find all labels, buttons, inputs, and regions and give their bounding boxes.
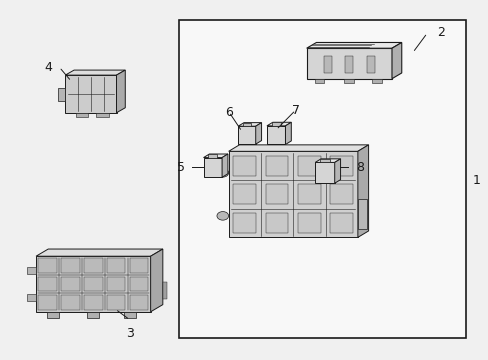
Polygon shape: [65, 70, 125, 75]
Bar: [47, 312, 59, 318]
Bar: [130, 276, 148, 291]
Text: 8: 8: [355, 161, 363, 174]
Polygon shape: [150, 249, 163, 312]
Bar: [27, 266, 36, 274]
Bar: [298, 213, 320, 233]
Bar: [371, 79, 381, 83]
Bar: [61, 258, 80, 273]
Bar: [38, 295, 57, 310]
Text: 4: 4: [44, 60, 52, 73]
Bar: [324, 56, 331, 73]
Bar: [298, 184, 320, 204]
Bar: [130, 295, 148, 310]
Bar: [84, 276, 102, 291]
Bar: [59, 88, 65, 102]
Polygon shape: [222, 154, 227, 177]
Polygon shape: [357, 145, 368, 237]
Polygon shape: [36, 256, 150, 312]
Text: 7: 7: [291, 104, 299, 117]
Text: 5: 5: [177, 161, 184, 174]
Bar: [84, 258, 102, 273]
Polygon shape: [203, 154, 227, 158]
Text: 3: 3: [126, 327, 134, 340]
Bar: [265, 156, 288, 176]
Bar: [314, 79, 324, 83]
Bar: [130, 258, 148, 273]
Bar: [87, 312, 99, 318]
Polygon shape: [334, 159, 340, 183]
Bar: [233, 156, 256, 176]
Bar: [38, 276, 57, 291]
Polygon shape: [285, 122, 291, 144]
Polygon shape: [238, 123, 261, 126]
Bar: [96, 113, 109, 117]
Bar: [208, 154, 217, 158]
Polygon shape: [315, 162, 334, 183]
Bar: [265, 184, 288, 204]
Bar: [357, 199, 366, 229]
Polygon shape: [65, 75, 116, 113]
Bar: [107, 276, 125, 291]
Polygon shape: [315, 159, 340, 162]
Bar: [320, 159, 329, 162]
Text: 2: 2: [436, 27, 444, 40]
Polygon shape: [391, 42, 401, 79]
Bar: [242, 123, 251, 126]
Polygon shape: [116, 70, 125, 113]
Polygon shape: [203, 158, 222, 177]
Bar: [298, 156, 320, 176]
Polygon shape: [238, 126, 255, 144]
Polygon shape: [266, 122, 291, 126]
Bar: [107, 258, 125, 273]
Bar: [38, 258, 57, 273]
Bar: [107, 295, 125, 310]
Bar: [61, 276, 80, 291]
Bar: [61, 295, 80, 310]
Bar: [366, 56, 374, 73]
Bar: [330, 184, 352, 204]
Polygon shape: [306, 42, 401, 48]
Bar: [233, 213, 256, 233]
Bar: [330, 213, 352, 233]
Circle shape: [217, 212, 228, 220]
Polygon shape: [306, 48, 391, 79]
Bar: [271, 122, 280, 126]
Text: 1: 1: [472, 174, 480, 186]
Bar: [178, 21, 466, 338]
Bar: [344, 79, 353, 83]
Bar: [27, 294, 36, 301]
Bar: [163, 282, 166, 299]
Bar: [75, 113, 88, 117]
Polygon shape: [228, 151, 357, 237]
Bar: [233, 184, 256, 204]
Polygon shape: [228, 145, 368, 151]
Bar: [84, 295, 102, 310]
Bar: [124, 312, 136, 318]
Polygon shape: [36, 249, 163, 256]
Text: 6: 6: [224, 106, 232, 119]
Circle shape: [217, 168, 228, 177]
Bar: [265, 213, 288, 233]
Polygon shape: [255, 123, 261, 144]
Polygon shape: [266, 126, 285, 144]
Bar: [330, 156, 352, 176]
Bar: [345, 56, 352, 73]
